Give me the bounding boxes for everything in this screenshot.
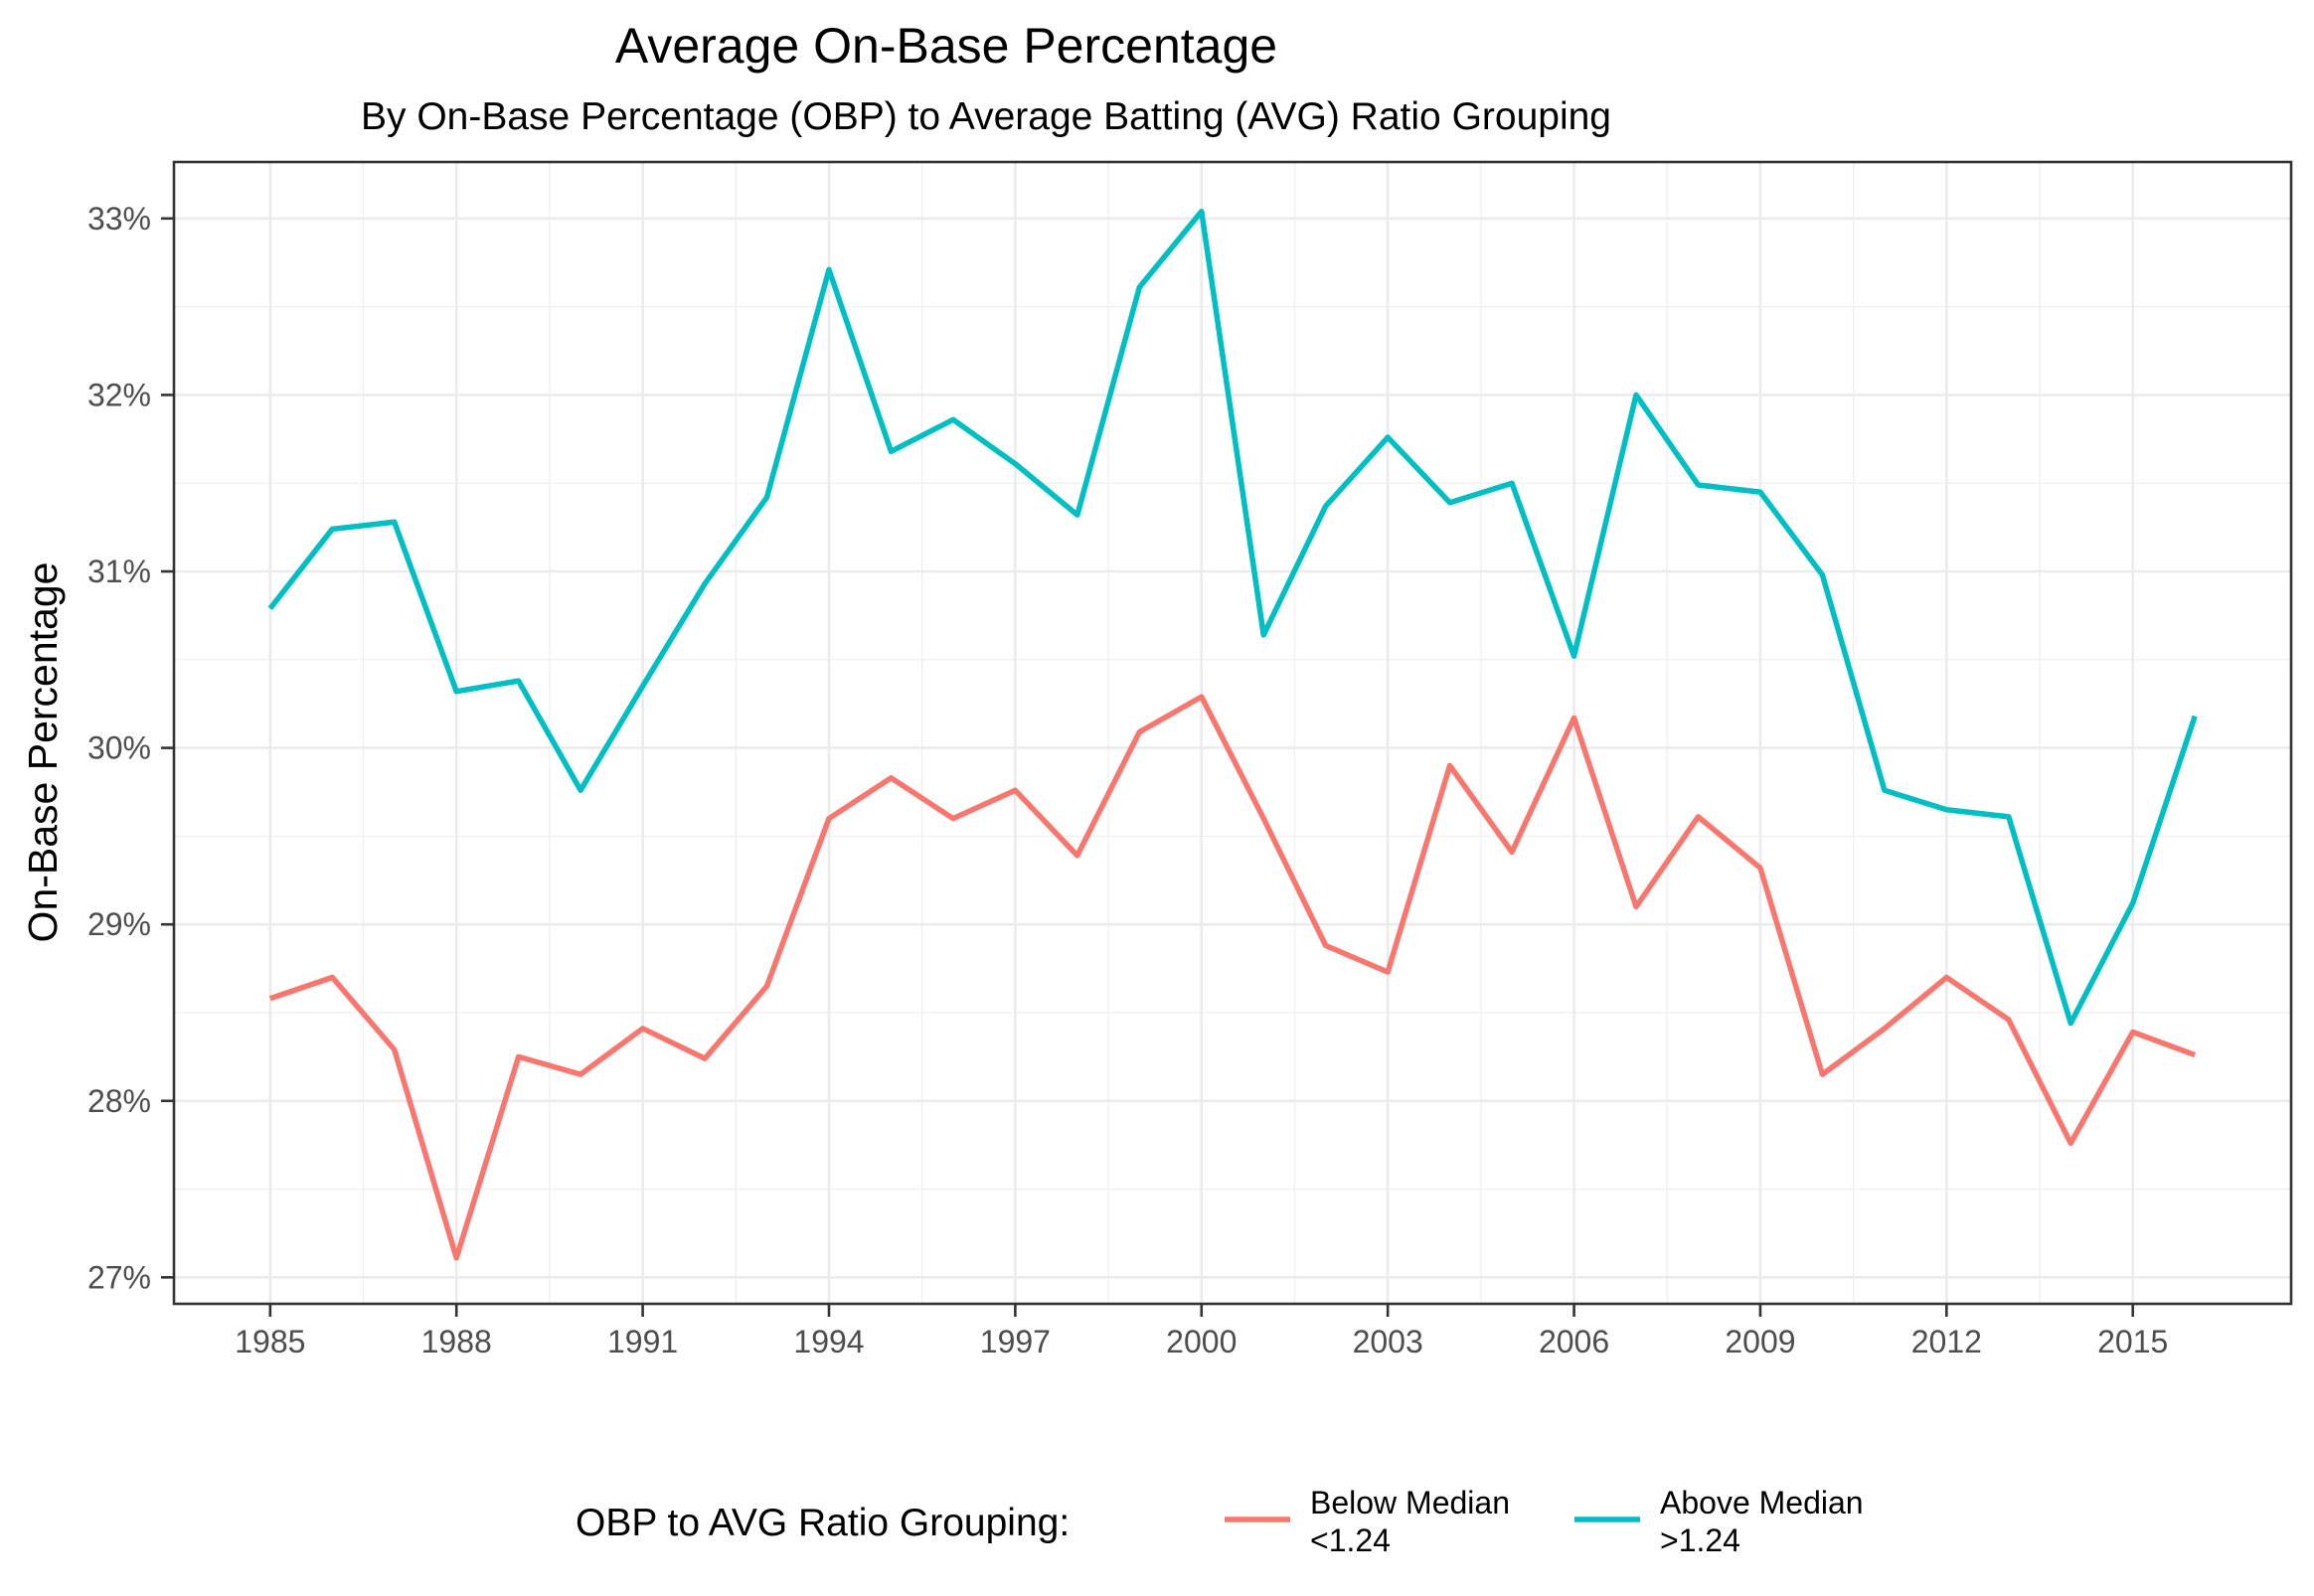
y-axis-title: On-Base Percentage xyxy=(20,562,66,943)
x-tick-label: 2006 xyxy=(1539,1324,1609,1359)
x-tick-label: 2012 xyxy=(1911,1324,1982,1359)
x-tick-label: 1997 xyxy=(980,1324,1051,1359)
x-tick-label: 1994 xyxy=(793,1324,864,1359)
y-tick-label: 29% xyxy=(87,906,151,942)
legend-label: Above Median xyxy=(1660,1485,1864,1520)
x-tick-label: 1985 xyxy=(235,1324,305,1359)
y-tick-label: 30% xyxy=(87,730,151,766)
y-tick-label: 27% xyxy=(87,1259,151,1295)
series-line-above-median xyxy=(267,208,2198,1027)
chart-subtitle: By On-Base Percentage (OBP) to Average B… xyxy=(361,95,1611,138)
y-tick-label: 28% xyxy=(87,1083,151,1119)
x-tick-label: 2009 xyxy=(1725,1324,1795,1359)
chart-title: Average On-Base Percentage xyxy=(615,18,1277,74)
y-tick-label: 32% xyxy=(87,377,151,412)
x-tick-label: 2000 xyxy=(1166,1324,1237,1359)
legend-label: <1.24 xyxy=(1310,1522,1391,1558)
y-tick-label: 31% xyxy=(87,554,151,589)
series-line-below-median xyxy=(268,694,2197,1261)
legend: OBP to AVG Ratio Grouping: Below Median<… xyxy=(576,1485,1864,1558)
plot-area: 1985 1988 1991 1994 1997 2000 2003 2006 2009 2012… xyxy=(87,160,2293,1359)
panel-border xyxy=(172,160,2293,1306)
y-tick-label: 33% xyxy=(87,201,151,237)
x-tick-label: 1991 xyxy=(607,1324,678,1359)
x-tick-label: 2015 xyxy=(2097,1324,2168,1359)
legend-label: Below Median xyxy=(1310,1485,1510,1520)
legend-title: OBP to AVG Ratio Grouping: xyxy=(576,1502,1070,1544)
x-tick-label: 1988 xyxy=(421,1324,492,1359)
x-tick-label: 2003 xyxy=(1353,1324,1423,1359)
legend-label: >1.24 xyxy=(1660,1522,1740,1558)
